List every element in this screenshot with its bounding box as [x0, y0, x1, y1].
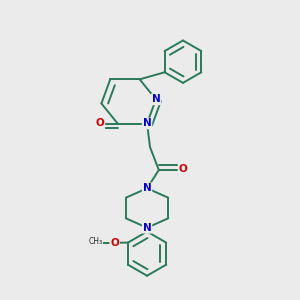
Text: N: N [152, 94, 160, 104]
Text: CH₃: CH₃ [88, 237, 103, 246]
Text: N: N [143, 223, 152, 233]
Text: O: O [110, 238, 119, 248]
Text: N: N [143, 118, 152, 128]
Text: O: O [96, 118, 104, 128]
Text: N: N [143, 183, 152, 193]
Text: O: O [178, 164, 188, 173]
Text: O: O [84, 238, 92, 248]
